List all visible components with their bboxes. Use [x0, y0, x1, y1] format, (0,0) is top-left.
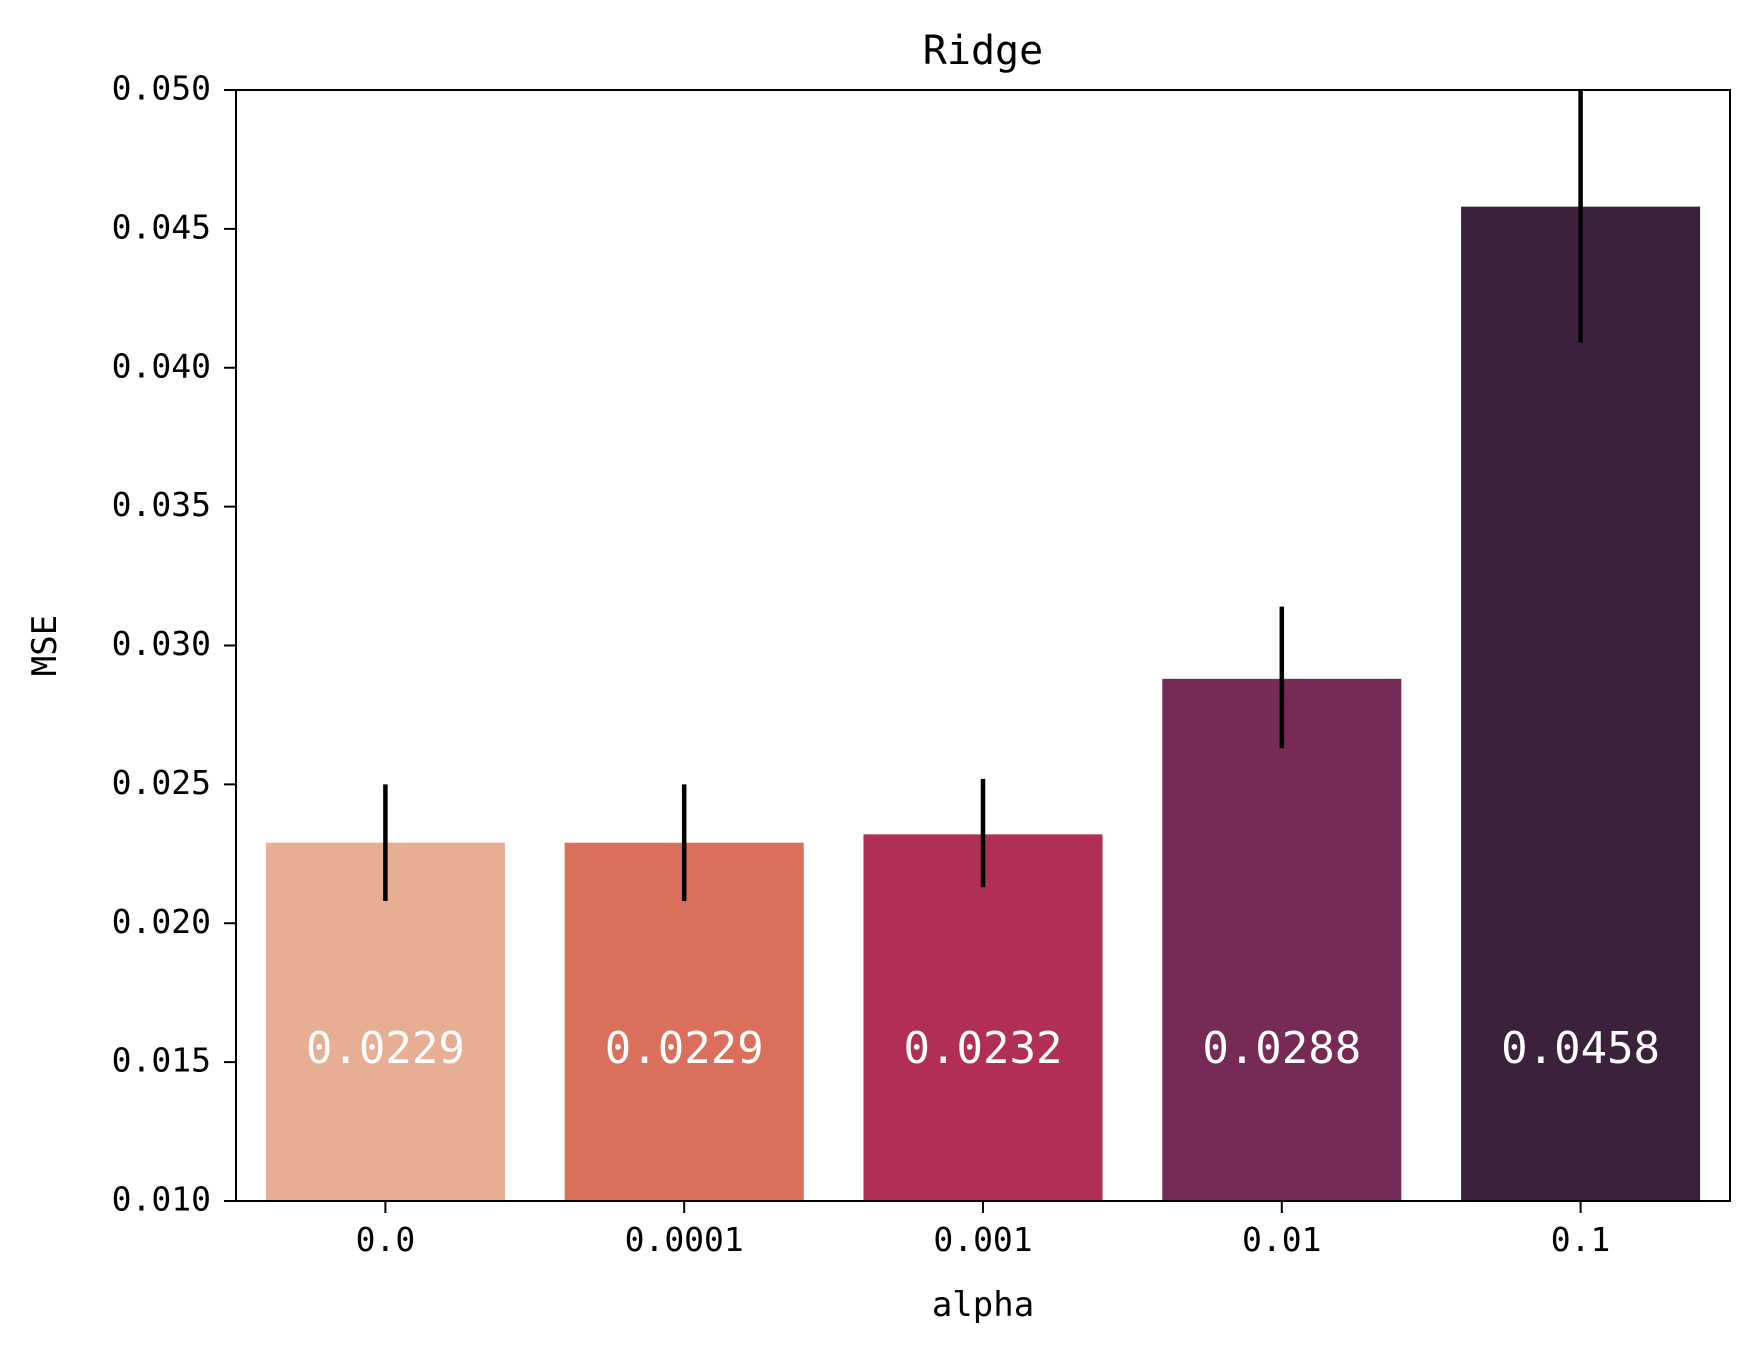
- y-tick-label: 0.025: [112, 763, 211, 802]
- y-axis: 0.010 0.015 0.020 0.025 0.030 0.035 0.040 0.045…: [112, 69, 236, 1219]
- error-bars-layer: [383, 90, 1583, 902]
- bar-0.01: [1162, 678, 1402, 1201]
- y-tick-label: 0.020: [112, 902, 211, 941]
- bar-value-label-0.01: 0.0288: [1202, 1023, 1361, 1074]
- bar-0.001: [863, 834, 1103, 1201]
- bar-value-label-0.001: 0.0232: [904, 1023, 1063, 1074]
- y-axis-title: MSE: [25, 615, 65, 676]
- y-tick-label: 0.045: [112, 207, 211, 246]
- x-axis: 0.0 0.0001 0.001 0.01 0.1: [356, 1201, 1611, 1259]
- x-tick-label: 0.001: [933, 1220, 1032, 1259]
- x-tick-label: 0.01: [1242, 1220, 1321, 1259]
- bars-layer: [265, 206, 1701, 1201]
- chart-title: Ridge: [923, 28, 1043, 74]
- y-tick-label: 0.015: [112, 1041, 211, 1080]
- bar-0.1: [1461, 206, 1701, 1201]
- x-tick-label: 0.1: [1551, 1220, 1611, 1259]
- x-axis-title: alpha: [932, 1285, 1034, 1325]
- bar-value-label-0.0001: 0.0229: [605, 1023, 764, 1074]
- bar-0.0001: [564, 842, 804, 1201]
- y-tick-label: 0.030: [112, 624, 211, 663]
- y-tick-label: 0.010: [112, 1180, 211, 1219]
- x-tick-label: 0.0: [356, 1220, 416, 1259]
- bar-value-labels-layer: 0.0229 0.0229 0.0232 0.0288 0.0458: [306, 1023, 1660, 1074]
- y-tick-label: 0.050: [112, 69, 211, 108]
- bar-value-label-0.1: 0.0458: [1501, 1023, 1660, 1074]
- y-tick-label: 0.040: [112, 346, 211, 385]
- x-tick-label: 0.0001: [625, 1220, 744, 1259]
- y-tick-label: 0.035: [112, 485, 211, 524]
- bar-value-label-0.0: 0.0229: [306, 1023, 465, 1074]
- bar-0.0: [265, 842, 505, 1201]
